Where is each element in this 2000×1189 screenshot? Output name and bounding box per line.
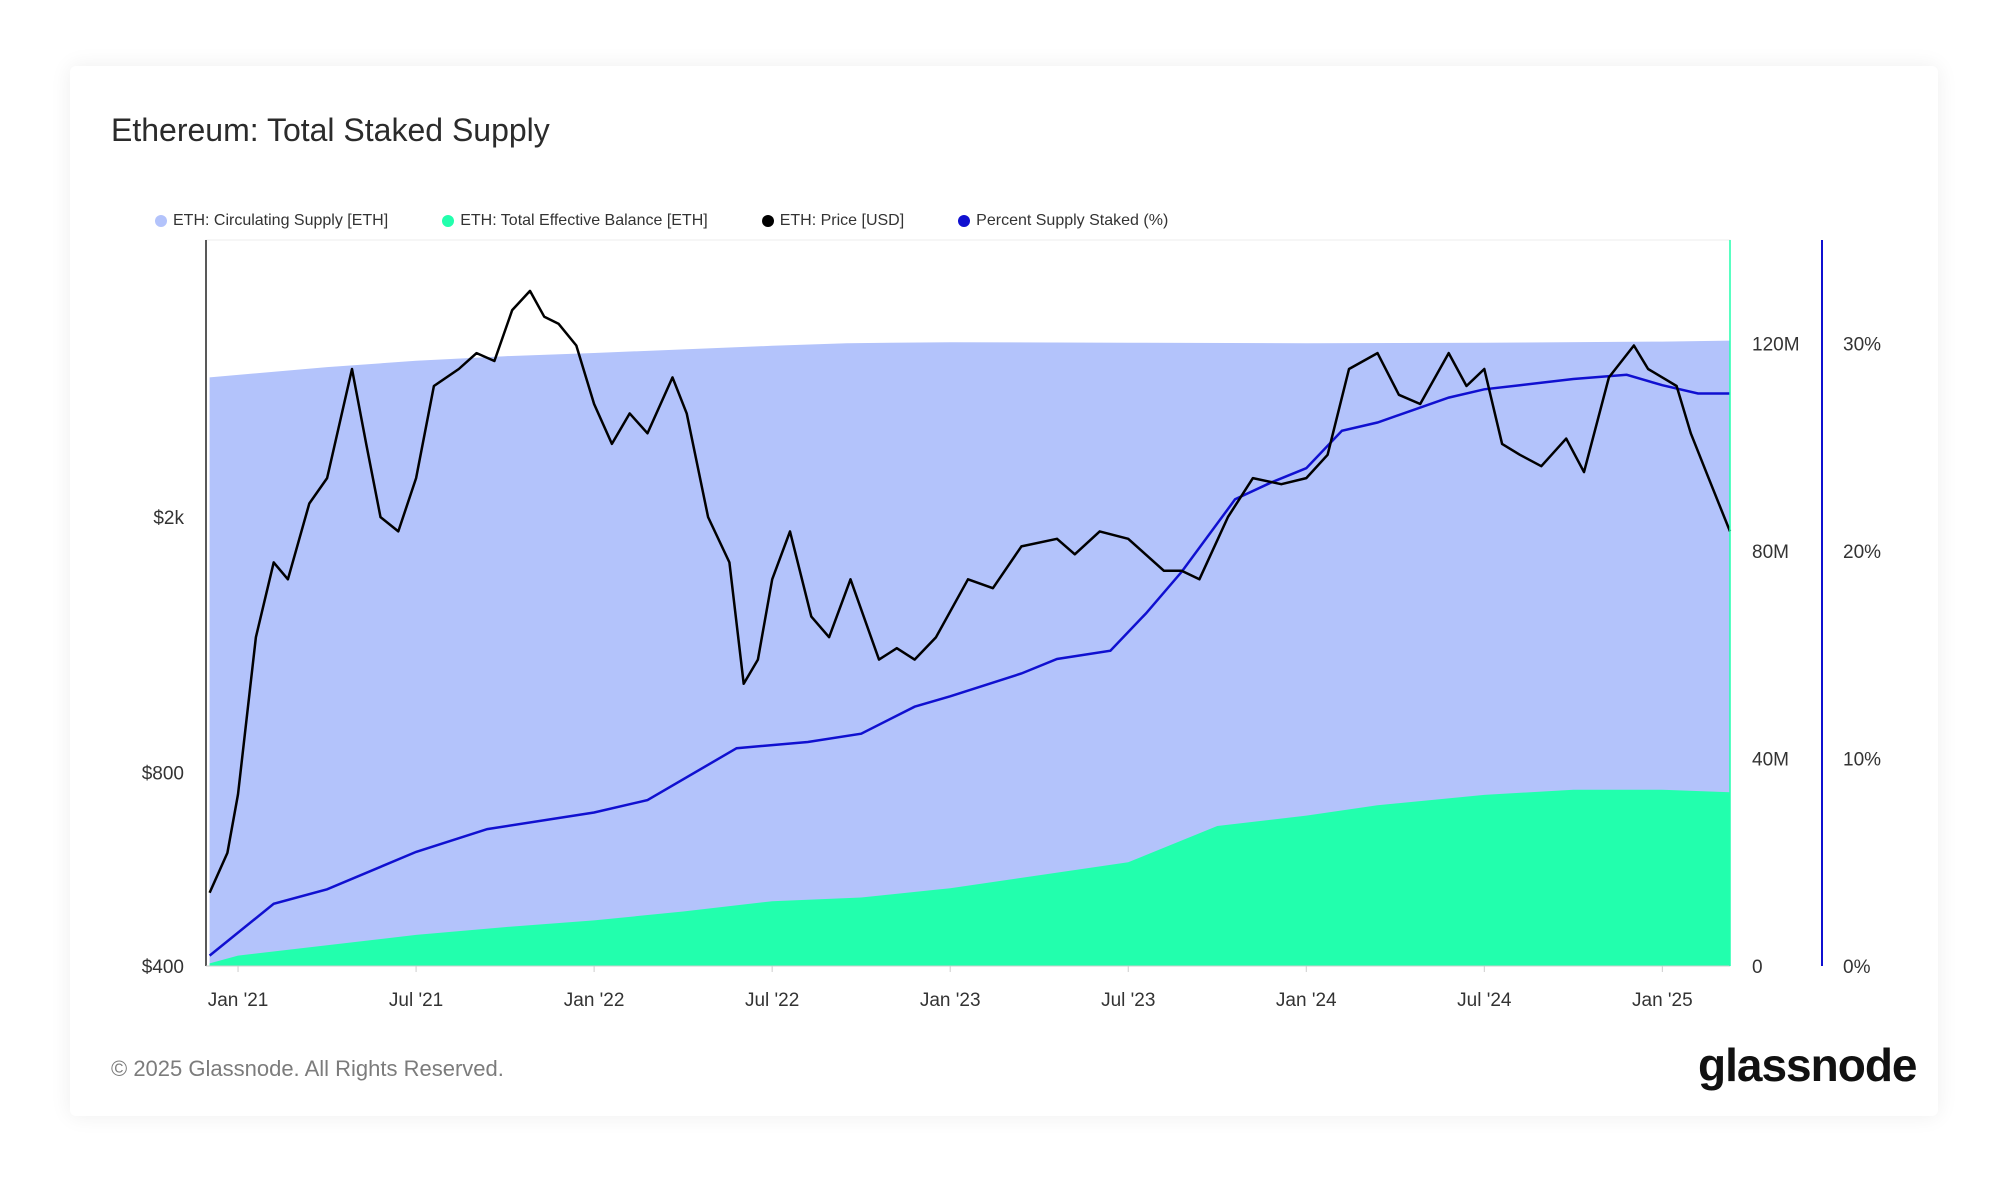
right-tick-label-percent: 20%: [1843, 542, 1881, 563]
axes-layer: [205, 240, 1823, 972]
legend-label-price: ETH: Price [USD]: [779, 212, 905, 229]
area-layer: [209, 340, 1731, 967]
glassnode-logo[interactable]: glassnode: [1698, 1039, 1918, 1091]
x-tick-label: Jul '21: [389, 990, 443, 1011]
legend-dot-price: [761, 215, 774, 227]
left-tick-label: $2k: [153, 508, 184, 529]
x-tick-label: Jan '24: [1276, 990, 1337, 1011]
legend-label-effective-balance: ETH: Total Effective Balance [ETH]: [460, 212, 708, 229]
line-layer: [208, 289, 1732, 957]
legend-label-percent-staked: Percent Supply Staked (%): [976, 212, 1169, 229]
copyright-footer: © 2025 Glassnode. All Rights Reserved.: [111, 1056, 504, 1081]
right-tick-label-percent: 0%: [1843, 957, 1871, 978]
legend-dot-percent-staked: [958, 215, 971, 227]
legend-item-percent-staked[interactable]: Percent Supply Staked (%): [958, 212, 1168, 230]
right-tick-label-supply: 120M: [1752, 335, 1800, 356]
x-tick-label: Jul '23: [1101, 990, 1155, 1011]
right-tick-label-supply: 0: [1752, 957, 1763, 978]
tick-labels-layer: Jan '21 Jul '21 Jan '22 Jul '22 Jan '23 Jul '…: [142, 335, 1881, 1011]
left-tick-label: $800: [142, 764, 184, 785]
legend-item-effective-balance[interactable]: ETH: Total Effective Balance [ETH]: [442, 212, 708, 230]
x-tick-label: Jul '24: [1457, 990, 1512, 1011]
right-tick-label-percent: 10%: [1843, 750, 1881, 771]
line-eth-price: [208, 289, 1732, 894]
page-title: Ethereum: Total Staked Supply: [111, 112, 550, 148]
legend-item-circulating-supply[interactable]: ETH: Circulating Supply [ETH]: [155, 212, 388, 230]
legend: ETH: Circulating Supply [ETH] ETH: Total…: [155, 212, 1168, 230]
right-tick-label-percent: 30%: [1843, 335, 1881, 356]
legend-label-circulating-supply: ETH: Circulating Supply [ETH]: [173, 212, 389, 229]
right-tick-label-supply: 40M: [1752, 750, 1789, 771]
x-tick-label: Jan '21: [208, 990, 269, 1011]
legend-dot-effective-balance: [442, 215, 455, 227]
left-tick-label: $400: [142, 957, 184, 978]
legend-dot-circulating-supply: [155, 215, 167, 227]
area-total-effective-balance: [209, 789, 1731, 966]
x-tick-label: Jan '23: [920, 990, 981, 1011]
x-tick-label: Jul '22: [745, 990, 799, 1011]
right-tick-label-supply: 80M: [1752, 542, 1789, 563]
x-tick-label: Jan '22: [564, 990, 625, 1011]
x-tick-label: Jan '25: [1632, 990, 1693, 1011]
line-percent-supply-staked: [208, 373, 1730, 957]
legend-item-price[interactable]: ETH: Price [USD]: [761, 212, 905, 230]
